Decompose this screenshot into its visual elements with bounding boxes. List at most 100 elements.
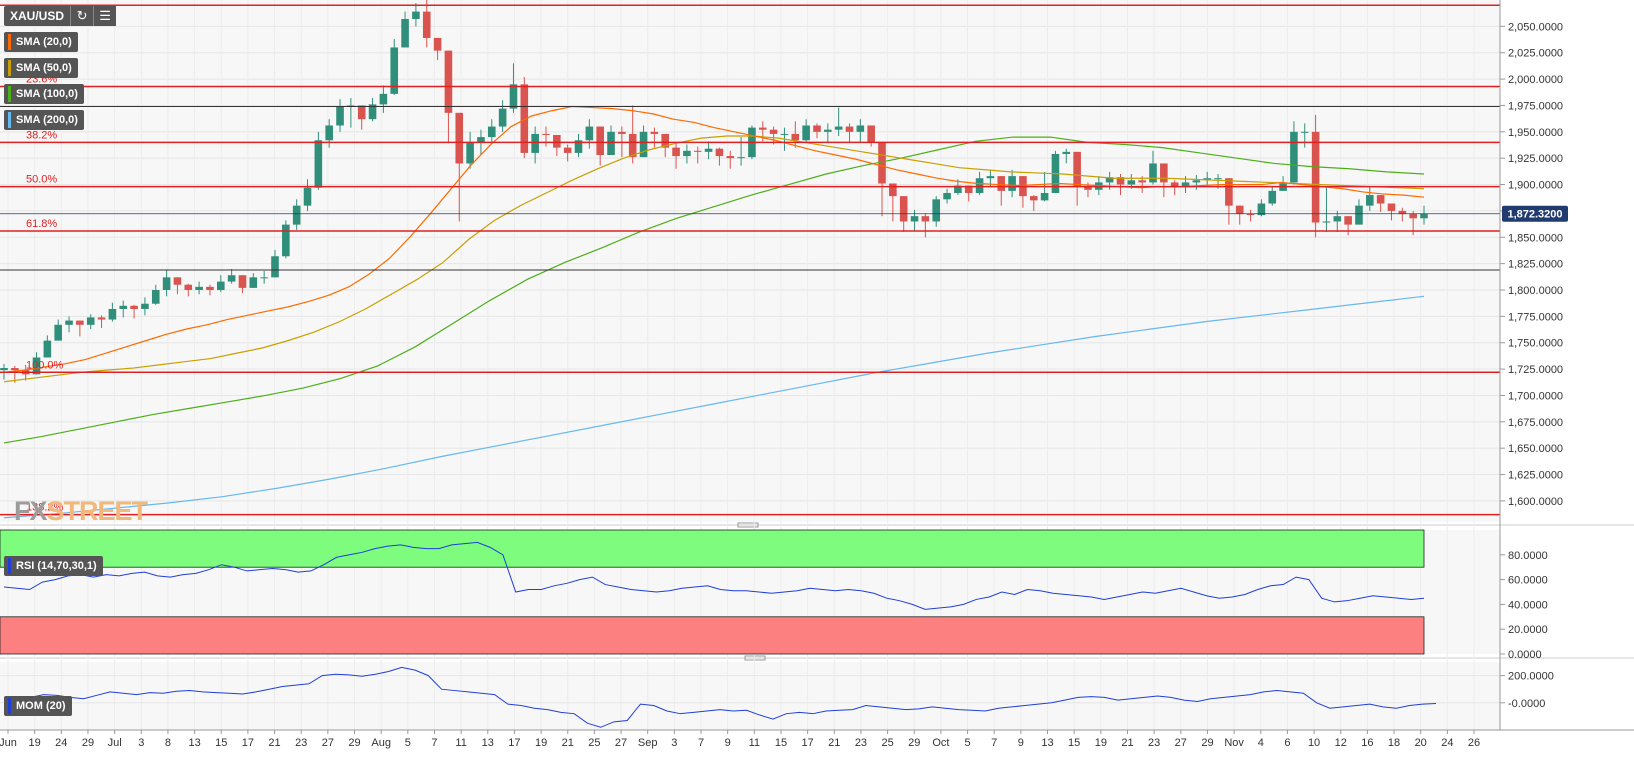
y-tick-label: 1,850.0000 <box>1508 232 1563 244</box>
x-tick-label: 15 <box>215 737 227 749</box>
candle-body <box>542 133 550 135</box>
candle-body <box>292 205 301 225</box>
candle-body <box>910 216 919 222</box>
y-tick-label: 1,600.0000 <box>1508 496 1563 508</box>
candle-body <box>726 156 735 159</box>
candle-body <box>76 320 84 325</box>
x-tick-label: 27 <box>1175 737 1187 749</box>
candle-body <box>683 150 691 157</box>
candle-body <box>1040 192 1049 201</box>
candle-body <box>162 277 171 290</box>
rsi-tick-label: 0.0000 <box>1508 649 1542 661</box>
x-tick-label: 21 <box>828 737 840 749</box>
candle-body <box>975 178 984 193</box>
candle-body <box>856 125 865 132</box>
legend-rsi[interactable]: RSI (14,70,30,1) <box>4 556 103 576</box>
candle-body <box>661 133 670 148</box>
x-tick-label: 20 <box>1415 737 1427 749</box>
candle-body <box>758 127 767 130</box>
x-tick-label: Jul <box>108 737 122 749</box>
x-tick-label: 29 <box>82 737 94 749</box>
legend-sma-20[interactable]: SMA (20,0) <box>4 32 78 52</box>
fib-level-label: 61.8% <box>26 218 57 230</box>
x-tick-label: Nov <box>1224 737 1244 749</box>
candle-body <box>1084 186 1092 190</box>
x-tick-label: 7 <box>431 737 437 749</box>
x-tick-label: 18 <box>1388 737 1400 749</box>
x-tick-label: 21 <box>562 737 574 749</box>
legend-sma-50-label: SMA (50,0) <box>16 62 72 74</box>
x-tick-label: 7 <box>991 737 997 749</box>
candle-body <box>498 108 507 127</box>
fxstreet-logo: FXSTREET <box>14 496 148 527</box>
rsi-line <box>3 541 1425 610</box>
settings-icon[interactable]: ☰ <box>93 6 117 26</box>
legend-mom[interactable]: MOM (20) <box>4 696 72 716</box>
y-tick-label: 1,625.0000 <box>1508 470 1563 482</box>
candle-body <box>1355 205 1363 225</box>
y-tick-label: 1,925.0000 <box>1508 153 1563 165</box>
y-tick-label: 1,950.0000 <box>1508 127 1563 139</box>
candle-body <box>65 320 73 325</box>
x-tick-label: 19 <box>29 737 41 749</box>
y-tick-label: 1,700.0000 <box>1508 390 1563 402</box>
candle-body <box>628 133 637 158</box>
candle-body <box>1008 176 1016 191</box>
rsi-overbought-zone <box>0 529 1425 568</box>
legend-sma-100-label: SMA (100,0) <box>16 88 78 100</box>
x-tick-label: 29 <box>908 737 920 749</box>
candle-body <box>899 196 908 222</box>
candle-body <box>1203 178 1211 181</box>
mom-line <box>3 666 1437 728</box>
candle-body <box>412 11 420 19</box>
x-tick-label: 15 <box>775 737 787 749</box>
candle-body <box>217 281 225 290</box>
candle-body <box>553 134 561 148</box>
candle-body <box>1409 214 1417 219</box>
x-tick-label: 19 <box>1095 737 1107 749</box>
x-tick-label: 19 <box>535 737 547 749</box>
candle-body <box>249 277 258 288</box>
candle-body <box>227 275 236 282</box>
x-tick-label: 7 <box>698 737 704 749</box>
candle-body <box>119 305 128 309</box>
candle-body <box>1420 214 1428 219</box>
y-tick-label: 1,750.0000 <box>1508 338 1563 350</box>
candle-body <box>607 131 615 156</box>
x-tick-label: 13 <box>188 737 200 749</box>
y-tick-label: 1,800.0000 <box>1508 285 1563 297</box>
candle-body <box>97 317 106 320</box>
candle-body <box>672 147 680 157</box>
candle-body <box>563 147 572 153</box>
rsi-tick-label: 80.0000 <box>1508 550 1548 562</box>
x-tick-label: 9 <box>725 737 731 749</box>
x-tick-label: 29 <box>348 737 360 749</box>
x-tick-label: 21 <box>268 737 280 749</box>
candle-body <box>639 131 648 158</box>
legend-sma-100[interactable]: SMA (100,0) <box>4 84 84 104</box>
last-price-badge <box>1502 205 1568 222</box>
candle-body <box>650 131 659 134</box>
legend-sma-50[interactable]: SMA (50,0) <box>4 58 78 78</box>
mom-tick-label: 200.0000 <box>1508 671 1554 683</box>
x-tick-label: 12 <box>1335 737 1347 749</box>
candle-body <box>303 187 312 206</box>
fib-level-label: 38.2% <box>26 129 57 141</box>
candle-body <box>390 47 399 94</box>
candle-body <box>943 192 951 200</box>
candle-body <box>531 133 539 153</box>
candle-body <box>357 105 366 120</box>
legend-mom-swatch <box>8 698 11 714</box>
legend-sma-200[interactable]: SMA (200,0) <box>4 110 84 130</box>
candle-body <box>1105 177 1114 183</box>
candle-body <box>444 50 453 113</box>
symbol-label[interactable]: XAU/USD <box>4 6 71 26</box>
candle-body <box>1192 180 1201 183</box>
x-tick-label: 13 <box>1041 737 1053 749</box>
sma-200-line <box>3 295 1425 519</box>
x-tick-label: 5 <box>405 737 411 749</box>
legend-mom-label: MOM (20) <box>16 700 66 712</box>
candle-body <box>260 277 268 279</box>
fib-level-label: 100.0% <box>26 359 64 371</box>
refresh-icon[interactable]: ↻ <box>70 6 94 26</box>
